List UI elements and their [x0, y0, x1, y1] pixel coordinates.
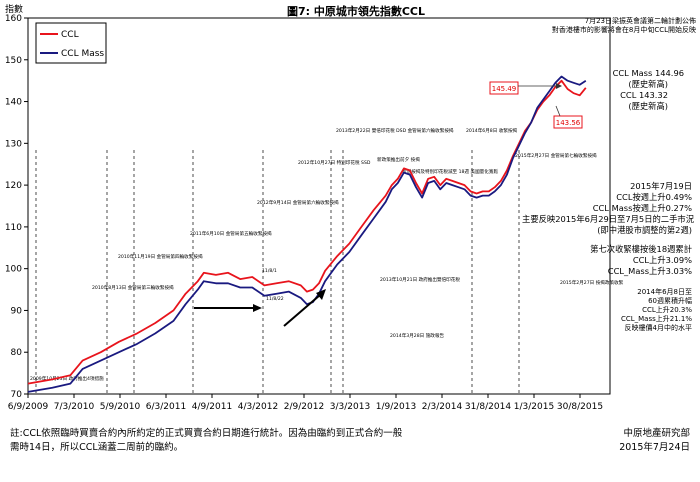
event-label: 2013年10月21日 政府推出雙倍印花稅	[380, 276, 460, 283]
x-axis: 6/9/2009 7/3/2010 5/9/2010 6/3/2011 4/9/2011…	[8, 394, 603, 412]
event-label: 2014年6月8日 收緊按揭	[466, 127, 518, 134]
streak-3: CCL_Mass上升3.03%	[608, 266, 692, 276]
since-2: 60週累積升幅	[648, 296, 692, 305]
legend: CCL CCL Mass	[35, 22, 107, 64]
note-top-2: 對香港樓市的影響將會在8月中旬CCL開始反映	[552, 25, 696, 34]
latest-1: CCL Mass 144.96	[613, 68, 684, 78]
series-line-ccl	[27, 79, 587, 385]
x-tick-label: 4/3/2012	[238, 402, 278, 412]
event-label: 2015年2月27日 按揭政策收緊	[560, 279, 624, 286]
y-tick-label: 110	[5, 223, 22, 233]
event-label: 2010年8月13日 金管局第三輪收緊按揭	[92, 284, 174, 291]
y-tick-label: 140	[5, 98, 22, 108]
right-annotations: 7月23日梁振英會議第二輪計劃公佈 對香港樓市的影響將會在8月中旬CCL開始反映…	[522, 16, 696, 332]
streak-2: CCL上升3.09%	[633, 255, 692, 265]
event-label: 2013年2月22日 雙倍印花稅 DSD 金管局第六輪收緊按揭	[336, 127, 454, 134]
highlight-145: 145.49	[492, 85, 517, 93]
since-4: CCL_Mass上升21.1%	[621, 314, 692, 323]
event-label: 2012年10月27日 特別印花稅 SSD	[298, 159, 371, 166]
x-tick-label: 31/8/2014	[465, 402, 511, 412]
x-tick-label: 3/3/2013	[330, 402, 370, 412]
series-line-ccl-mass	[27, 75, 587, 393]
event-label: 2014年3月28日 施政報告	[390, 332, 444, 339]
y-tick-label: 90	[11, 306, 23, 316]
trend-arrows	[194, 289, 326, 327]
legend-ccl-mass: CCL Mass	[61, 49, 104, 59]
event-label: 新政策推出前夕 按揭	[377, 156, 420, 163]
y-tick-label: 150	[5, 56, 22, 66]
y-tick-label: 100	[5, 265, 22, 275]
latest-3: CCL 143.32	[620, 90, 668, 100]
x-tick-label: 4/9/2011	[192, 402, 232, 412]
event-label: 新增按揭及特別印花稅減至 18週 美國量化寬鬆	[402, 168, 498, 175]
chart-title: 圖7: 中原城市領先指數CCL	[287, 4, 425, 18]
footnote-line-2: 需時14日，所以CCL涵蓋二周前的臨約。	[10, 442, 184, 453]
y-tick-label: 160	[5, 14, 22, 24]
y-tick-label: 70	[11, 390, 23, 400]
event-label: 2015年2月27日 金管局第七輪收緊按揭	[515, 152, 597, 159]
note-top-1: 7月23日梁振英會議第二輪計劃公佈	[585, 16, 696, 25]
y-axis: 70 80 90 100 110 120 130 140 150 160	[5, 14, 28, 400]
source-date: 2015年7月24日	[619, 442, 690, 453]
event-small-label: 11/8/1	[262, 268, 277, 274]
source-label: 中原地產研究部	[623, 428, 690, 439]
x-tick-label: 2/3/2014	[422, 402, 463, 412]
event-label: 2012年9月14日 金管局第六輪收緊按揭	[257, 199, 339, 206]
x-tick-label: 7/3/2010	[54, 402, 95, 412]
x-tick-label: 6/3/2011	[146, 402, 186, 412]
x-tick-label: 1/9/2013	[376, 402, 416, 412]
footnote-line-1: 註:CCL依照臨時買賣合約內所約定的正式買賣合約日期進行統計。因為由臨約到正式合…	[10, 428, 403, 439]
since-1: 2014年6月8日至	[637, 287, 692, 296]
weekly-4: 主要反映2015年6月29日至7月5日的二手市況	[522, 214, 694, 224]
plot-frame	[27, 17, 611, 395]
event-label: 2010年11月19日 金管局第四輪收緊按揭	[118, 253, 203, 260]
highlight-labels: 145.49 143.56	[489, 81, 583, 129]
streak-1: 第七次收緊樓按後18週累計	[590, 244, 692, 254]
x-tick-label: 5/9/2010	[100, 402, 141, 412]
legend-ccl: CCL	[61, 30, 79, 40]
latest-2: (歷史新高)	[628, 79, 668, 89]
event-annotations: 2009年10月23日 政府推出4項措施 2010年8月13日 金管局第三輪收緊按…	[30, 127, 624, 394]
weekly-1: 2015年7月19日	[630, 181, 692, 191]
weekly-2: CCL按週上升0.49%	[616, 192, 692, 202]
y-tick-label: 130	[5, 139, 22, 149]
y-tick-label: 80	[11, 348, 23, 358]
weekly-5: (即中港股市調整的第2週)	[597, 225, 692, 235]
series-lines	[27, 75, 587, 393]
event-label: 2011年6月10日 金管局第五輪收緊按揭	[190, 230, 272, 237]
x-tick-label: 1/3/2015	[514, 402, 554, 412]
latest-4: (歷史新高)	[628, 101, 668, 111]
y-axis-label: 指數	[5, 3, 23, 15]
since-5: 反映樓價4月中的水平	[625, 323, 692, 332]
y-tick-label: 120	[5, 181, 22, 191]
weekly-3: CCL Mass按週上升0.27%	[593, 203, 692, 213]
event-label: 2009年10月23日 政府推出4項措施	[30, 375, 104, 382]
x-tick-label: 30/8/2015	[557, 402, 603, 412]
highlight-143: 143.56	[556, 119, 581, 127]
x-tick-label: 2/9/2012	[284, 402, 324, 412]
since-3: CCL上升20.3%	[642, 305, 692, 314]
x-tick-label: 6/9/2009	[8, 402, 49, 412]
event-small-label: 11/8/22	[266, 296, 284, 302]
